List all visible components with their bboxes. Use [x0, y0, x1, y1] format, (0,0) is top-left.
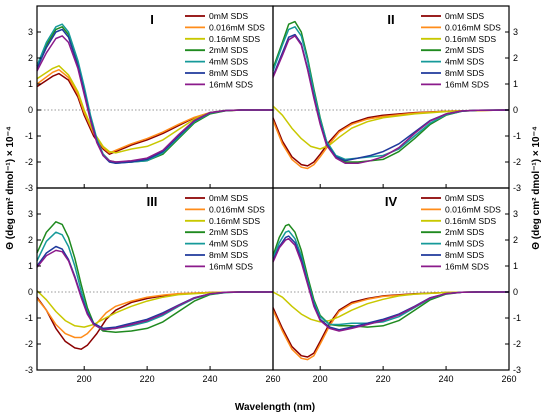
y-tick-label: 1 — [28, 79, 33, 89]
series-line-0mm-sds — [272, 109, 510, 167]
legend-label: 0.16mM SDS — [209, 216, 260, 226]
panel-3: 200 220 240 260 -3 -2 -1 0 1 2 3 III 0mM SDS0.016mM … — [25, 187, 281, 384]
y-tick-label: -2 — [513, 157, 521, 167]
y-tick-label: 0 — [28, 105, 33, 115]
y-tick-label: 2 — [28, 235, 33, 245]
x-tick-label: 260 — [501, 374, 516, 384]
y-tick-label: 2 — [513, 235, 518, 245]
y-tick-label: -2 — [25, 339, 33, 349]
legend-label: 0.16mM SDS — [445, 216, 496, 226]
legend-label: 0.016mM SDS — [445, 204, 501, 214]
y-tick-label: -3 — [25, 183, 33, 193]
legend-label: 0mM SDS — [209, 11, 248, 21]
x-tick-label: 200 — [77, 374, 92, 384]
x-tick-label: 200 — [313, 374, 328, 384]
panel-title: II — [387, 12, 394, 27]
legend-label: 0mM SDS — [445, 11, 484, 21]
series-line-0-16mm-sds — [272, 291, 509, 323]
x-tick-label: 220 — [140, 374, 155, 384]
series-line-0-016mm-sds — [36, 291, 273, 339]
panel-title: III — [147, 194, 158, 209]
legend-label: 0mM SDS — [209, 193, 248, 203]
y-tick-label: 1 — [513, 79, 518, 89]
legend-label: 2mM SDS — [445, 45, 484, 55]
series-line-16mm-sds — [36, 35, 273, 163]
series-line-16mm-sds — [36, 249, 273, 331]
series-line-16mm-sds — [272, 35, 510, 165]
x-tick-label: 240 — [439, 374, 454, 384]
y-tick-label: 0 — [513, 287, 518, 297]
panel-frame — [272, 187, 510, 371]
legend-label: 8mM SDS — [445, 68, 484, 78]
y-tick-label: 1 — [513, 261, 518, 271]
y-tick-label: -3 — [513, 365, 521, 375]
legend-label: 2mM SDS — [445, 227, 484, 237]
legend-label: 4mM SDS — [209, 239, 248, 249]
y-tick-label: -2 — [25, 157, 33, 167]
legend-label: 8mM SDS — [445, 250, 484, 260]
legend-label: 16mM SDS — [209, 79, 253, 89]
legend-label: 16mM SDS — [209, 261, 253, 271]
y-tick-label: 1 — [28, 261, 33, 271]
x-axis-label: Wavelength (nm) — [235, 402, 315, 413]
series-line-0-016mm-sds — [272, 109, 510, 170]
legend-label: 4mM SDS — [209, 57, 248, 67]
legend-label: 4mM SDS — [445, 239, 484, 249]
y-tick-label: -1 — [25, 313, 33, 323]
y-axis-label-right: Θ (deg cm² dmol⁻¹) × 10⁻⁴ — [531, 126, 542, 250]
legend-label: 16mM SDS — [445, 261, 489, 271]
series-line-0mm-sds — [272, 291, 509, 358]
y-tick-label: 2 — [28, 53, 33, 63]
y-tick-label: 2 — [513, 53, 518, 63]
legend-label: 0mM SDS — [445, 193, 484, 203]
y-tick-label: -3 — [25, 365, 33, 375]
legend-label: 8mM SDS — [209, 250, 248, 260]
y-tick-label: 0 — [28, 287, 33, 297]
legend-label: 0.016mM SDS — [445, 22, 501, 32]
series-line-2mm-sds — [36, 221, 273, 334]
legend-label: 0.016mM SDS — [209, 204, 265, 214]
series-line-0-016mm-sds — [272, 291, 509, 361]
series-line-0-16mm-sds — [272, 105, 510, 150]
panel-title: I — [150, 12, 154, 27]
y-tick-label: 3 — [28, 27, 33, 37]
series-line-0-16mm-sds — [36, 290, 273, 328]
y-tick-label: -1 — [513, 131, 521, 141]
legend-label: 16mM SDS — [445, 79, 489, 89]
y-tick-label: -1 — [25, 131, 33, 141]
y-tick-label: 3 — [513, 27, 518, 37]
x-tick-label: 240 — [203, 374, 218, 384]
y-axis-label-left: Θ (deg cm² dmol⁻¹) × 10⁻⁴ — [5, 126, 16, 250]
y-tick-label: 0 — [513, 105, 518, 115]
x-tick-label: 260 — [265, 374, 280, 384]
legend-label: 0.16mM SDS — [209, 34, 260, 44]
legend-label: 8mM SDS — [209, 68, 248, 78]
series-line-0mm-sds — [36, 291, 273, 350]
y-tick-label: -3 — [513, 183, 521, 193]
y-tick-label: -1 — [513, 313, 521, 323]
panel-title: IV — [385, 194, 398, 209]
series-line-16mm-sds — [272, 237, 509, 332]
y-tick-label: -2 — [513, 339, 521, 349]
x-tick-label: 220 — [376, 374, 391, 384]
legend-label: 0.16mM SDS — [445, 34, 496, 44]
series-line-4mm-sds — [272, 26, 510, 161]
y-tick-label: 3 — [28, 209, 33, 219]
legend-label: 4mM SDS — [445, 57, 484, 67]
y-tick-label: 3 — [513, 209, 518, 219]
legend-label: 2mM SDS — [209, 45, 248, 55]
legend-label: 0.016mM SDS — [209, 22, 265, 32]
legend-label: 2mM SDS — [209, 227, 248, 237]
